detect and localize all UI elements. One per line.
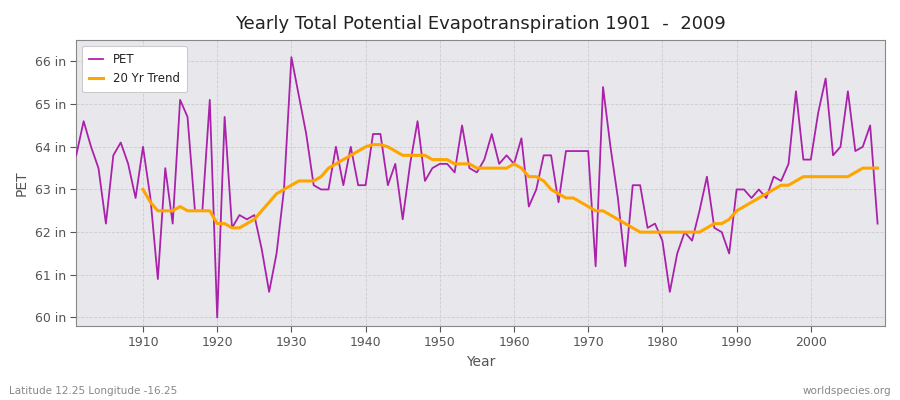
PET (286, 55, 297, 60)
Line: 20 Yr Trend: 20 Yr Trend (143, 145, 878, 232)
20 Yr Trend (872, 166, 883, 170)
20 Yr Trend (279, 187, 290, 192)
Text: Latitude 12.25 Longitude -16.25: Latitude 12.25 Longitude -16.25 (9, 386, 177, 396)
PET (872, 221, 883, 226)
Line: PET: PET (76, 57, 878, 318)
Title: Yearly Total Potential Evapotranspiration 1901  -  2009: Yearly Total Potential Evapotranspiratio… (235, 15, 726, 33)
X-axis label: Year: Year (466, 355, 495, 369)
20 Yr Trend (138, 187, 148, 192)
20 Yr Trend (634, 230, 645, 234)
Y-axis label: PET: PET (15, 170, 29, 196)
Text: worldspecies.org: worldspecies.org (803, 386, 891, 396)
PET (516, 136, 526, 141)
20 Yr Trend (583, 204, 594, 209)
20 Yr Trend (524, 174, 535, 179)
PET (71, 153, 82, 158)
20 Yr Trend (828, 174, 839, 179)
PET (353, 183, 364, 188)
PET (309, 183, 320, 188)
PET (212, 315, 222, 320)
PET (130, 196, 141, 200)
PET (524, 204, 535, 209)
20 Yr Trend (309, 178, 320, 183)
PET (613, 196, 624, 200)
20 Yr Trend (367, 142, 378, 147)
20 Yr Trend (850, 170, 860, 175)
Legend: PET, 20 Yr Trend: PET, 20 Yr Trend (82, 46, 187, 92)
